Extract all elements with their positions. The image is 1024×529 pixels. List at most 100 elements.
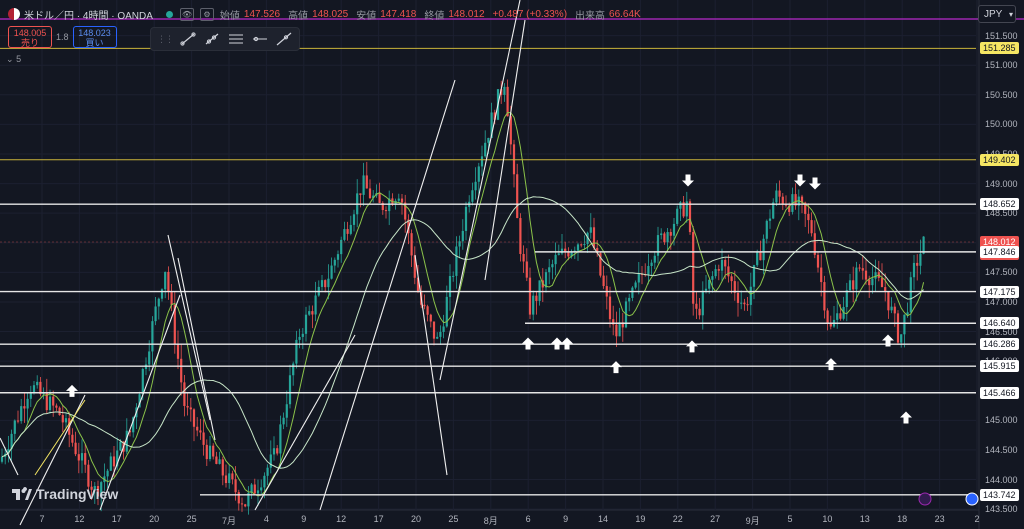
lightning-icon [918, 492, 932, 506]
x-tick-label: 10 [822, 514, 833, 524]
up-arrow-marker [825, 358, 837, 371]
candle-body [439, 331, 442, 337]
high-value: 148.025 [312, 8, 349, 20]
candle-body [23, 406, 26, 409]
candle-body [167, 271, 170, 292]
candle-body [669, 232, 672, 236]
candle-body [276, 448, 279, 454]
candle-body [109, 456, 112, 471]
candle-body [855, 267, 858, 290]
drag-handle-icon[interactable]: ⋮⋮ [157, 33, 174, 44]
candle-body [727, 266, 730, 277]
candle-body [282, 417, 285, 425]
candle-body [471, 190, 474, 202]
candle-body [522, 253, 525, 262]
currency-button[interactable]: JPY ▾ [978, 5, 1016, 23]
candle-body [173, 304, 176, 344]
indicator-collapse-button[interactable]: ⌄ 5 [6, 54, 21, 65]
extended-line-icon[interactable] [275, 31, 293, 47]
candle-body [692, 232, 695, 304]
candle-body [368, 188, 372, 199]
buy-button[interactable]: 148.023 買い [72, 26, 117, 48]
candle-body [823, 282, 826, 311]
candle-body [813, 233, 816, 255]
candle-body [455, 246, 458, 276]
up-arrow-marker [551, 337, 563, 350]
candle-body [100, 482, 103, 497]
trend-line-icon[interactable] [179, 31, 197, 47]
candle-body [128, 430, 132, 433]
x-tick-label: 20 [410, 514, 422, 524]
candle-body [477, 166, 480, 182]
candle-body [688, 201, 692, 233]
candle-body [202, 432, 205, 445]
candle-body [509, 116, 512, 145]
candle-body [279, 424, 282, 454]
candle-body [912, 262, 916, 278]
level-price-label: 148.652 [980, 198, 1019, 211]
candle-body [436, 336, 439, 339]
candle-body [567, 252, 570, 257]
candle-body [906, 312, 909, 315]
horizontal-line-icon[interactable] [251, 31, 269, 47]
candle-body [314, 295, 317, 315]
candle-body [263, 475, 266, 488]
candle-body [301, 333, 304, 337]
x-tick-label: 5 [787, 514, 793, 524]
x-tick-label: 25 [186, 514, 197, 524]
candle-body [215, 456, 218, 464]
sell-button[interactable]: 148.005 売り [8, 26, 52, 48]
candle-body [804, 202, 807, 214]
visibility-icon[interactable]: 👁 [179, 7, 194, 21]
candle-body [765, 220, 768, 239]
up-arrow-marker [522, 337, 534, 350]
candle-body [778, 190, 781, 197]
candle-body [900, 334, 903, 343]
candle-body [759, 252, 762, 261]
candle-body [628, 297, 631, 302]
up-arrow-marker [686, 340, 698, 353]
settings-icon[interactable]: ⚙ [199, 7, 214, 21]
candle-body [756, 252, 759, 266]
candle-body [157, 298, 160, 307]
candle-body [32, 385, 36, 393]
candle-body [250, 484, 253, 493]
y-tick-label: 144.500 [985, 444, 1018, 455]
candle-body [829, 323, 832, 327]
candle-body [397, 198, 400, 201]
trend-line [319, 79, 456, 511]
candle-body [807, 213, 810, 221]
symbol-title[interactable]: 米ドル／円 · 4時間 · OANDA [24, 10, 153, 22]
candle-body [730, 276, 733, 282]
parallel-channel-icon[interactable] [227, 31, 245, 47]
candle-body [775, 190, 778, 203]
candle-body [39, 381, 42, 395]
ray-icon[interactable] [203, 31, 221, 47]
candle-body [544, 272, 548, 288]
candle-body [788, 205, 791, 212]
candle-body [528, 277, 532, 315]
candle-body [701, 290, 704, 316]
candle-body [919, 253, 922, 266]
candle-body [186, 405, 189, 408]
x-tick-label: 4 [263, 514, 269, 524]
level-price-label: 151.285 [980, 42, 1019, 55]
live-dot-icon [165, 10, 173, 18]
x-tick-label: 14 [597, 514, 609, 524]
candle-body [861, 268, 864, 271]
candle-body [717, 269, 720, 271]
candle-body [170, 291, 173, 305]
candle-body [637, 273, 640, 283]
level-price-label: 149.402 [980, 153, 1019, 166]
candle-body [845, 290, 848, 308]
candle-body [221, 459, 224, 476]
candle-body [852, 280, 855, 290]
candle-body [733, 281, 736, 293]
candle-body [266, 467, 269, 476]
x-tick-label: 7月 [221, 516, 237, 526]
candle-body [64, 418, 68, 423]
candle-body [871, 278, 874, 286]
candle-body [708, 279, 711, 289]
